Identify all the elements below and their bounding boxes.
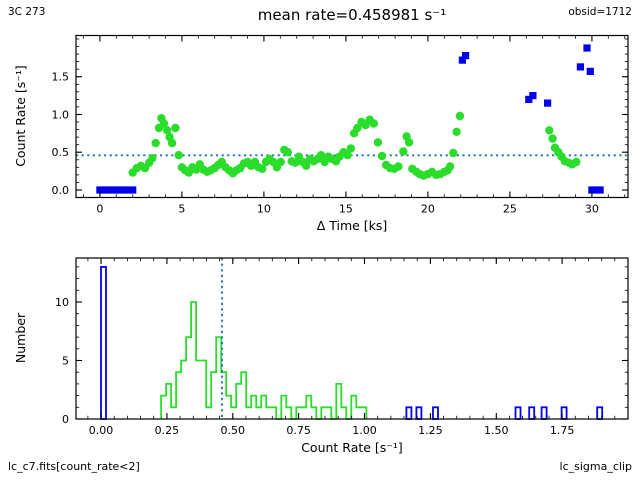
svg-text:1.75: 1.75 [550,424,575,437]
svg-text:1.25: 1.25 [418,424,443,437]
histogram-x-axis-label: Count Rate [s⁻¹] [301,440,403,455]
lightcurve-axes-frame [75,34,629,199]
svg-text:0.00: 0.00 [89,424,114,437]
svg-text:0: 0 [96,203,103,216]
svg-text:5: 5 [62,354,69,367]
lightcurve-tick-labels: 0 5 10 15 20 25 30 0.0 0.5 1.0 1.5 [52,71,599,216]
svg-text:1.50: 1.50 [484,424,509,437]
svg-text:1.0: 1.0 [52,108,70,121]
lightcurve-x-axis-label: Δ Time [ks] [316,218,388,233]
count-rate-accepted-series [128,111,581,180]
histogram-plot: 0.00 0.25 0.50 0.75 1.00 1.25 1.50 1.75 0 5 10 [55,257,629,437]
histogram-y-axis-label: Number [12,312,28,364]
rate-hist-accepted-series [160,301,368,420]
svg-text:1.00: 1.00 [352,424,377,437]
svg-text:5: 5 [178,203,185,216]
file-filter-label: lc_c7.fits[count_rate<2] [8,460,140,473]
svg-text:0.25: 0.25 [155,424,180,437]
lightcurve-y-axis-label: Count Rate [s⁻¹] [12,65,28,167]
svg-text:15: 15 [339,203,353,216]
svg-text:10: 10 [257,203,271,216]
lightcurve-ticks [76,35,628,198]
histogram-axes-frame [75,257,629,420]
histogram-ticks [76,258,629,420]
count-rate-clipped-series [96,44,604,194]
svg-text:30: 30 [585,203,599,216]
svg-text:1.5: 1.5 [52,71,70,84]
svg-text:0: 0 [62,413,69,426]
svg-text:0.5: 0.5 [52,146,70,159]
clip-method-label: lc_sigma_clip [559,460,632,473]
svg-text:0.0: 0.0 [52,184,70,197]
svg-text:0.50: 0.50 [221,424,246,437]
svg-text:10: 10 [55,296,69,309]
svg-text:25: 25 [503,203,517,216]
lightcurve-plot: 0 5 10 15 20 25 30 0.0 0.5 1.0 1.5 [52,34,629,216]
histogram-tick-labels: 0.00 0.25 0.50 0.75 1.00 1.25 1.50 1.75 0 5 10 [55,296,574,437]
figure-title: mean rate=0.458981 s⁻¹ [257,6,447,24]
svg-text:0.75: 0.75 [286,424,311,437]
object-name-label: 3C 273 [8,6,46,18]
obsid-label: obsid=1712 [568,6,632,18]
svg-text:20: 20 [421,203,435,216]
